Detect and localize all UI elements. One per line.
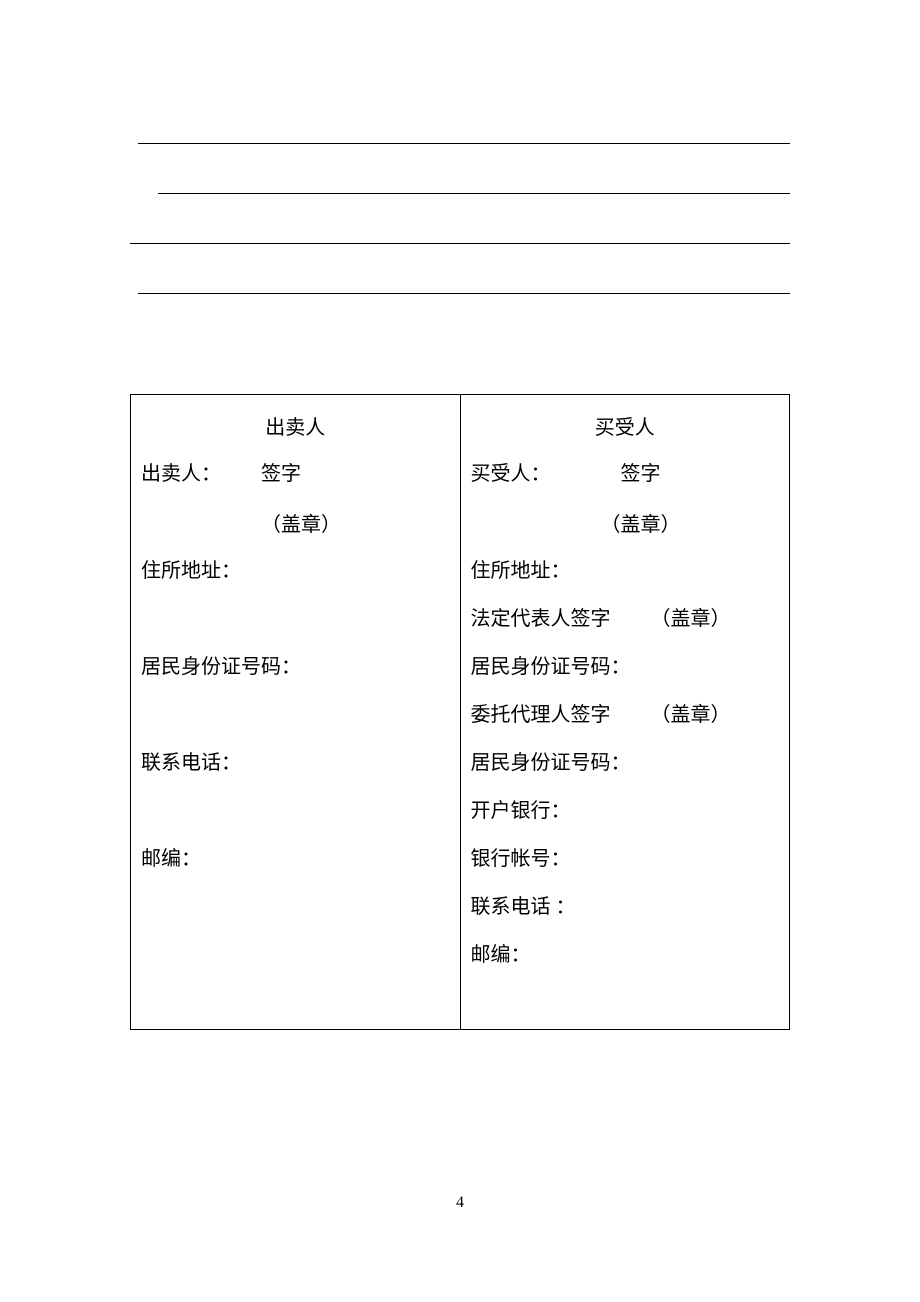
buyer-account-row: 银行帐号： <box>471 845 780 873</box>
buyer-bank-row: 开户银行： <box>471 797 780 825</box>
buyer-agent-row: 委托代理人签字 （盖章） <box>471 701 780 729</box>
buyer-legalrep-label: 法定代表人签字 <box>471 608 611 630</box>
spacer <box>141 605 450 633</box>
buyer-seal-row: （盖章） <box>471 508 780 537</box>
blank-line <box>138 130 790 144</box>
document-page: 出卖人 出卖人： 签字 （盖章） 住所地址： 居民身份证号码： 联系电话： 邮编：… <box>0 0 920 1030</box>
page-number: 4 <box>0 1194 920 1212</box>
seller-header: 出卖人 <box>141 411 450 440</box>
blank-line <box>130 230 790 244</box>
spacer <box>141 797 450 825</box>
seller-seal-label: （盖章） <box>261 514 341 536</box>
buyer-cell: 买受人 买受人： 签字 （盖章） 住所地址： 法定代表人签字 （盖章） 居民身份证号… <box>460 395 790 1030</box>
seller-id-row: 居民身份证号码： <box>141 653 450 681</box>
buyer-id2-row: 居民身份证号码： <box>471 749 780 777</box>
seller-name-row: 出卖人： 签字 <box>141 460 450 488</box>
buyer-seal-label: （盖章） <box>601 514 681 536</box>
buyer-agent-label: 委托代理人签字 <box>471 704 611 726</box>
spacer <box>141 701 450 729</box>
buyer-name-label: 买受人： <box>471 463 551 485</box>
buyer-zip-row: 邮编： <box>471 941 780 969</box>
seller-sign-label: 签字 <box>261 463 301 485</box>
seller-address-row: 住所地址： <box>141 557 450 585</box>
signature-table: 出卖人 出卖人： 签字 （盖章） 住所地址： 居民身份证号码： 联系电话： 邮编：… <box>130 394 790 1030</box>
seller-zip-row: 邮编： <box>141 845 450 873</box>
seller-seal-row: （盖章） <box>141 508 450 537</box>
buyer-phone-row: 联系电话 ： <box>471 893 780 921</box>
seller-cell: 出卖人 出卖人： 签字 （盖章） 住所地址： 居民身份证号码： 联系电话： 邮编： <box>131 395 461 1030</box>
blank-line <box>138 280 790 294</box>
buyer-name-row: 买受人： 签字 <box>471 460 780 488</box>
buyer-id-row: 居民身份证号码： <box>471 653 780 681</box>
buyer-legalrep-seal: （盖章） <box>651 608 731 630</box>
seller-name-label: 出卖人： <box>141 463 221 485</box>
buyer-address-row: 住所地址： <box>471 557 780 585</box>
buyer-agent-seal: （盖章） <box>651 704 731 726</box>
blank-line <box>158 180 790 194</box>
buyer-header: 买受人 <box>471 411 780 440</box>
buyer-legalrep-row: 法定代表人签字 （盖章） <box>471 605 780 633</box>
buyer-sign-label: 签字 <box>621 463 661 485</box>
seller-phone-row: 联系电话： <box>141 749 450 777</box>
